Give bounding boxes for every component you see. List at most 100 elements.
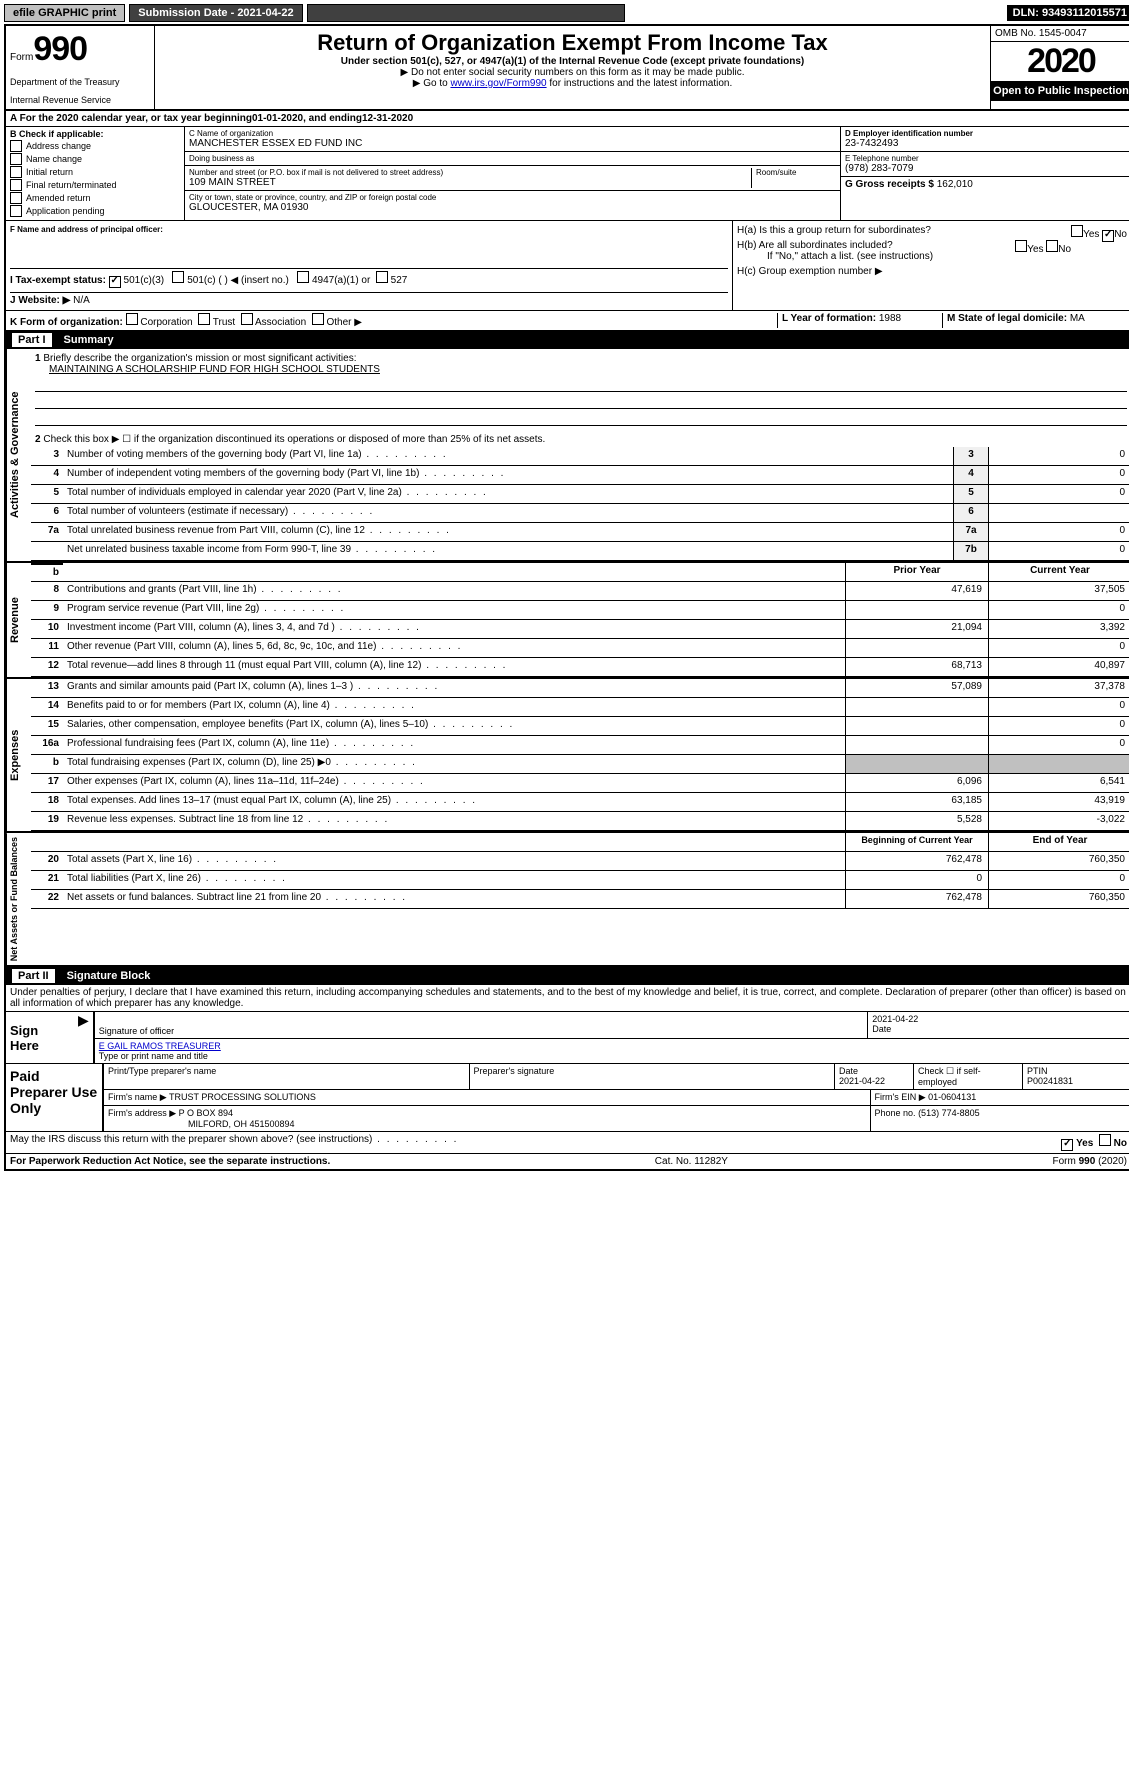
net-line: 21Total liabilities (Part X, line 26)00: [31, 871, 1129, 890]
paid-prep-label: Paid Preparer Use Only: [6, 1064, 102, 1131]
net-assets-label: Net Assets or Fund Balances: [6, 833, 31, 965]
main-title: Return of Organization Exempt From Incom…: [159, 30, 986, 56]
form-number-cell: Form990 Department of the Treasury Inter…: [6, 26, 155, 109]
form-number: 990: [33, 30, 87, 68]
end-year-header: End of Year: [988, 833, 1129, 851]
summary-line: 5Total number of individuals employed in…: [31, 485, 1129, 504]
ha-no[interactable]: [1102, 230, 1114, 242]
l-value: 1988: [879, 313, 901, 324]
org-name-label: C Name of organization: [189, 129, 836, 138]
form-footer: Form 990 (2020): [1053, 1156, 1127, 1167]
checkbox-initial-return[interactable]: [10, 166, 22, 178]
cat-number: Cat. No. 11282Y: [655, 1156, 728, 1167]
summary-line: 6Total number of volunteers (estimate if…: [31, 504, 1129, 523]
phone-value: (978) 283-7079: [845, 163, 1127, 174]
info-row: B Check if applicable: Address change Na…: [6, 127, 1129, 221]
gross-value: 162,010: [937, 179, 973, 190]
net-line: 22Net assets or fund balances. Subtract …: [31, 890, 1129, 909]
firm-addr1: P O BOX 894: [179, 1108, 233, 1118]
ein-label: D Employer identification number: [845, 129, 1127, 138]
prior-year-header: Prior Year: [845, 563, 988, 581]
tax-status-label: I Tax-exempt status:: [10, 275, 106, 286]
discuss-text: May the IRS discuss this return with the…: [10, 1134, 458, 1151]
check-self: Check ☐ if self-employed: [914, 1064, 1023, 1089]
dba-label: Doing business as: [189, 154, 836, 163]
part1-title: Summary: [64, 334, 114, 346]
top-bar: efile GRAPHIC print Submission Date - 20…: [4, 4, 1129, 22]
discuss-no[interactable]: [1099, 1134, 1111, 1146]
name-title-label: Type or print name and title: [99, 1051, 1127, 1061]
omb-number: OMB No. 1545-0047: [991, 26, 1129, 42]
prep-name-label: Print/Type preparer's name: [104, 1064, 470, 1089]
h-section: H(a) Is this a group return for subordin…: [733, 221, 1129, 310]
expense-line: 13Grants and similar amounts paid (Part …: [31, 679, 1129, 698]
sig-date-label: Date: [872, 1024, 1127, 1034]
efile-button[interactable]: efile GRAPHIC print: [4, 4, 125, 22]
officer-h-row: F Name and address of principal officer:…: [6, 221, 1129, 311]
title-cell: Return of Organization Exempt From Incom…: [155, 26, 990, 109]
checkbox-527[interactable]: [376, 271, 388, 283]
expense-line: 14Benefits paid to or for members (Part …: [31, 698, 1129, 717]
checkbox-4947[interactable]: [297, 271, 309, 283]
hb-label: H(b) Are all subordinates included?: [737, 240, 893, 251]
checkbox-address-change[interactable]: [10, 140, 22, 152]
paid-preparer-section: Paid Preparer Use Only Print/Type prepar…: [6, 1064, 1129, 1132]
phone-label: E Telephone number: [845, 154, 1127, 163]
officer-label: F Name and address of principal officer:: [10, 225, 728, 234]
form-label: Form: [10, 52, 33, 63]
sign-here-label: Sign Here: [6, 1012, 74, 1063]
mission-text: MAINTAINING A SCHOLARSHIP FUND FOR HIGH …: [35, 364, 380, 375]
website-value: N/A: [73, 295, 90, 306]
checkbox-final-return[interactable]: [10, 179, 22, 191]
street-label: Number and street (or P.O. box if mail i…: [189, 168, 747, 177]
expenses-label: Expenses: [6, 679, 31, 831]
checkbox-application-pending[interactable]: [10, 205, 22, 217]
city-label: City or town, state or province, country…: [189, 193, 836, 202]
room-label: Room/suite: [756, 168, 836, 177]
section-b-label: B Check if applicable:: [10, 129, 180, 139]
checkbox-501c[interactable]: [172, 271, 184, 283]
officer-name-title[interactable]: E GAIL RAMOS TREASURER: [99, 1041, 1127, 1051]
checkbox-corp[interactable]: [126, 313, 138, 325]
summary-line: 3Number of voting members of the governi…: [31, 447, 1129, 466]
m-label: M State of legal domicile:: [947, 313, 1067, 324]
expense-line: 16aProfessional fundraising fees (Part I…: [31, 736, 1129, 755]
revenue-section: Revenue b Prior Year Current Year 8Contr…: [6, 563, 1129, 679]
checkbox-name-change[interactable]: [10, 153, 22, 165]
city-value: GLOUCESTER, MA 01930: [189, 202, 836, 213]
expenses-section: Expenses 13Grants and similar amounts pa…: [6, 679, 1129, 833]
hb-no[interactable]: [1046, 240, 1058, 252]
ha-label: H(a) Is this a group return for subordin…: [737, 225, 931, 236]
discuss-yes[interactable]: [1061, 1139, 1073, 1151]
checkbox-trust[interactable]: [198, 313, 210, 325]
form-header: Form990 Department of the Treasury Inter…: [6, 26, 1129, 111]
k-row: K Form of organization: Corporation Trus…: [6, 311, 1129, 331]
prep-date: 2021-04-22: [839, 1076, 885, 1086]
checkbox-501c3[interactable]: [109, 276, 121, 288]
checkbox-amended[interactable]: [10, 192, 22, 204]
part1-header: Part I Summary: [6, 331, 1129, 349]
checkbox-other[interactable]: [312, 313, 324, 325]
firm-ein: 01-0604131: [928, 1092, 976, 1102]
irs-link[interactable]: www.irs.gov/Form990: [450, 78, 546, 89]
expense-line: bTotal fundraising expenses (Part IX, co…: [31, 755, 1129, 774]
footer-row: For Paperwork Reduction Act Notice, see …: [6, 1154, 1129, 1169]
summary-line: 7aTotal unrelated business revenue from …: [31, 523, 1129, 542]
officer-value: [10, 234, 728, 264]
ein-value: 23-7432493: [845, 138, 1127, 149]
hb-yes[interactable]: [1015, 240, 1027, 252]
discuss-row: May the IRS discuss this return with the…: [6, 1132, 1129, 1154]
subtitle: Under section 501(c), 527, or 4947(a)(1)…: [159, 56, 986, 67]
open-public-badge: Open to Public Inspection: [991, 81, 1129, 101]
perjury-text: Under penalties of perjury, I declare th…: [6, 985, 1129, 1012]
ptin-value: P00241831: [1027, 1076, 1073, 1086]
submission-date-button[interactable]: Submission Date - 2021-04-22: [129, 4, 302, 22]
k-label: K Form of organization:: [10, 317, 123, 328]
sig-date: 2021-04-22: [872, 1014, 1127, 1024]
org-name: MANCHESTER ESSEX ED FUND INC: [189, 138, 836, 149]
m-value: MA: [1070, 313, 1085, 324]
checkbox-assoc[interactable]: [241, 313, 253, 325]
governance-section: Activities & Governance 1 Briefly descri…: [6, 349, 1129, 563]
ha-yes[interactable]: [1071, 225, 1083, 237]
blank-button[interactable]: [307, 4, 625, 22]
